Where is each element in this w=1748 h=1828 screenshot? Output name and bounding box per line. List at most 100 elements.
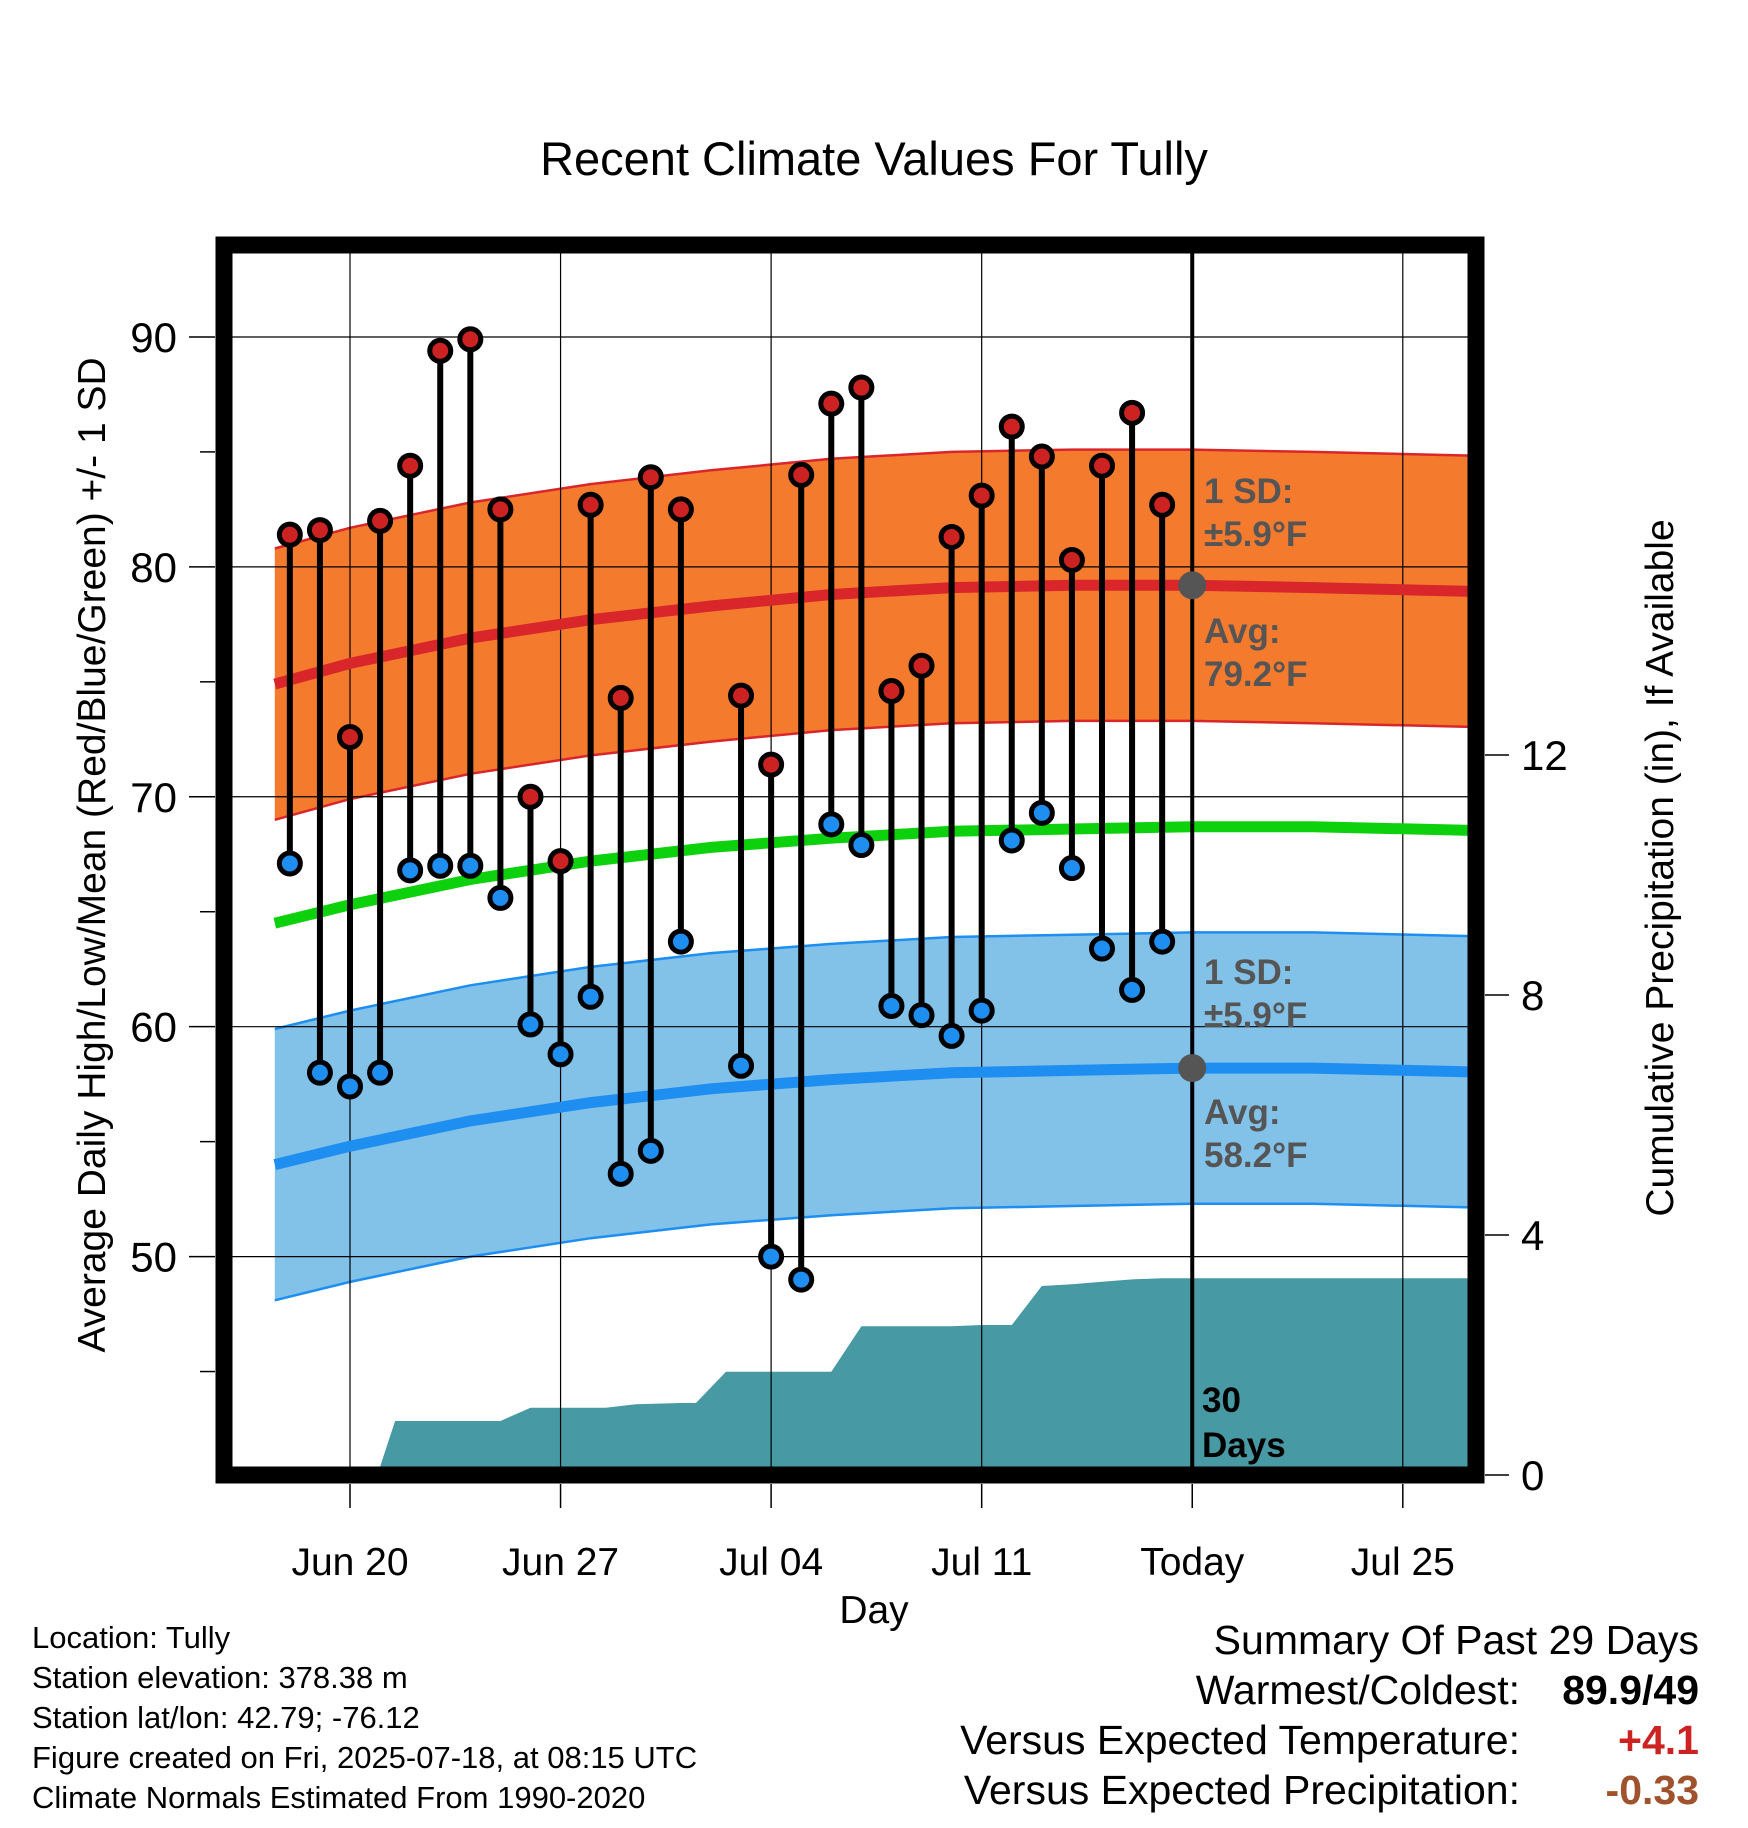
daily-high-point xyxy=(397,452,424,479)
window-days-number: 30 xyxy=(1202,1381,1241,1420)
precip-departure-row: Versus Expected Precipitation: -0.33 xyxy=(960,1765,1699,1815)
daily-high-point xyxy=(878,678,905,705)
y-tick-label: 60 xyxy=(130,1004,177,1051)
daily-low-point xyxy=(1058,855,1085,882)
window-days-unit: Days xyxy=(1202,1426,1286,1465)
daily-low-point xyxy=(667,928,694,955)
daily-low-point xyxy=(1149,928,1176,955)
daily-high-point xyxy=(968,482,995,509)
precip-departure-value: -0.33 xyxy=(1605,1767,1699,1813)
plot-frame xyxy=(215,236,1485,1484)
daily-low-point xyxy=(306,1059,333,1086)
daily-low-point xyxy=(517,1011,544,1038)
low-sd-label: 1 SD: xyxy=(1204,953,1293,992)
daily-low-point xyxy=(1119,976,1146,1003)
daily-high-point xyxy=(367,507,394,534)
plot-area: 1 SD: ±5.9°F Avg: 79.2°F 1 SD: ±5.9°F Avg: 58.2… xyxy=(130,236,1568,1584)
high-sd-value: ±5.9°F xyxy=(1204,515,1307,554)
low-sd-band-lower-edge xyxy=(274,1202,1476,1302)
low-avg-value: 58.2°F xyxy=(1204,1136,1308,1175)
temp-departure-label: Versus Expected Temperature: xyxy=(960,1717,1520,1763)
daily-low-point xyxy=(938,1022,965,1049)
summary-title: Summary Of Past 29 Days xyxy=(1213,1617,1699,1663)
warmest-coldest-row: Warmest/Coldest: 89.9/49 xyxy=(960,1665,1699,1715)
daily-low-point xyxy=(788,1266,815,1293)
precip-departure-label: Versus Expected Precipitation: xyxy=(963,1767,1520,1813)
y2-tick-label: 0 xyxy=(1521,1452,1544,1499)
x-tick-label: Jul 04 xyxy=(719,1541,823,1584)
x-tick-label: Jul 25 xyxy=(1351,1541,1455,1584)
daily-low-point xyxy=(728,1052,755,1079)
y-axis-label: Average Daily High/Low/Mean (Red/Blue/Gr… xyxy=(71,357,114,1352)
daily-high-point xyxy=(788,461,815,488)
low-normal-line xyxy=(273,1062,1476,1170)
latlon-text: Station lat/lon: 42.79; -76.12 xyxy=(32,1700,420,1735)
daily-high-point xyxy=(667,496,694,523)
daily-low-point xyxy=(427,852,454,879)
daily-low-point xyxy=(908,1002,935,1029)
low-sd-value: ±5.9°F xyxy=(1204,996,1307,1035)
warmest-coldest-label: Warmest/Coldest: xyxy=(1195,1667,1520,1713)
daily-low-point xyxy=(1089,935,1115,962)
high-sd-label: 1 SD: xyxy=(1204,472,1293,511)
daily-low-point xyxy=(487,884,514,911)
daily-high-point xyxy=(728,682,755,709)
y2-tick-label: 8 xyxy=(1521,972,1544,1019)
x-tick-label: Today xyxy=(1140,1541,1245,1584)
location-text: Location: Tully xyxy=(32,1620,231,1655)
low-sd-band-upper-edge xyxy=(274,931,1476,1031)
daily-high-point xyxy=(848,374,875,401)
station-info: Location: Tully Station elevation: 378.3… xyxy=(32,1618,697,1818)
today-low-avg-marker xyxy=(1178,1054,1207,1083)
mean-normal-line xyxy=(273,821,1476,929)
chart-title: Recent Climate Values For Tully xyxy=(540,132,1208,185)
y2-tick-label: 12 xyxy=(1521,732,1568,779)
y-tick-label: 90 xyxy=(130,314,177,361)
daily-low-point xyxy=(637,1137,664,1164)
daily-low-point xyxy=(878,992,905,1019)
daily-low-point xyxy=(276,850,303,877)
high-avg-value: 79.2°F xyxy=(1204,655,1308,694)
daily-high-point xyxy=(487,496,514,523)
daily-low-point xyxy=(397,857,424,884)
daily-high-point xyxy=(938,523,965,550)
x-tick-label: Jun 20 xyxy=(291,1541,408,1584)
temp-departure-value: +4.1 xyxy=(1618,1717,1699,1763)
daily-high-point xyxy=(577,491,604,518)
daily-low-point xyxy=(577,983,604,1010)
precip-area xyxy=(274,1278,1476,1475)
x-axis-label: Day xyxy=(839,1589,909,1632)
daily-high-point xyxy=(547,848,574,875)
today-high-avg-marker xyxy=(1178,571,1207,600)
daily-low-point xyxy=(607,1160,634,1187)
warmest-coldest-value: 89.9/49 xyxy=(1562,1667,1699,1713)
y2-axis-label: Cumulative Precipitation (in), If Availa… xyxy=(1639,519,1682,1216)
daily-low-point xyxy=(1028,799,1055,826)
daily-high-point xyxy=(637,464,664,491)
daily-high-point xyxy=(1089,452,1115,479)
high-avg-label: Avg: xyxy=(1204,612,1280,651)
daily-low-point xyxy=(337,1073,363,1100)
daily-high-point xyxy=(517,783,544,810)
x-tick-label: Jul 11 xyxy=(931,1541,1032,1584)
low-avg-label: Avg: xyxy=(1204,1093,1280,1132)
daily-high-point xyxy=(306,517,333,544)
temp-departure-row: Versus Expected Temperature: +4.1 xyxy=(960,1715,1699,1765)
y2-tick-label: 4 xyxy=(1521,1212,1544,1259)
y-tick-label: 50 xyxy=(130,1234,177,1281)
daily-high-point xyxy=(607,684,634,711)
elevation-text: Station elevation: 378.38 m xyxy=(32,1660,408,1695)
daily-high-point xyxy=(427,337,454,364)
daily-low-point xyxy=(547,1041,574,1068)
daily-low-point xyxy=(998,827,1025,854)
normals-text: Climate Normals Estimated From 1990-2020 xyxy=(32,1780,646,1815)
daily-low-point xyxy=(818,811,845,838)
daily-high-point xyxy=(337,724,363,750)
y-tick-label: 80 xyxy=(130,544,177,591)
daily-high-point xyxy=(276,521,303,548)
daily-low-point xyxy=(968,997,995,1024)
x-tick-label: Jun 27 xyxy=(502,1541,619,1584)
daily-low-point xyxy=(457,852,484,879)
created-text: Figure created on Fri, 2025-07-18, at 08… xyxy=(32,1740,698,1775)
low-sd-band xyxy=(274,932,1476,1301)
